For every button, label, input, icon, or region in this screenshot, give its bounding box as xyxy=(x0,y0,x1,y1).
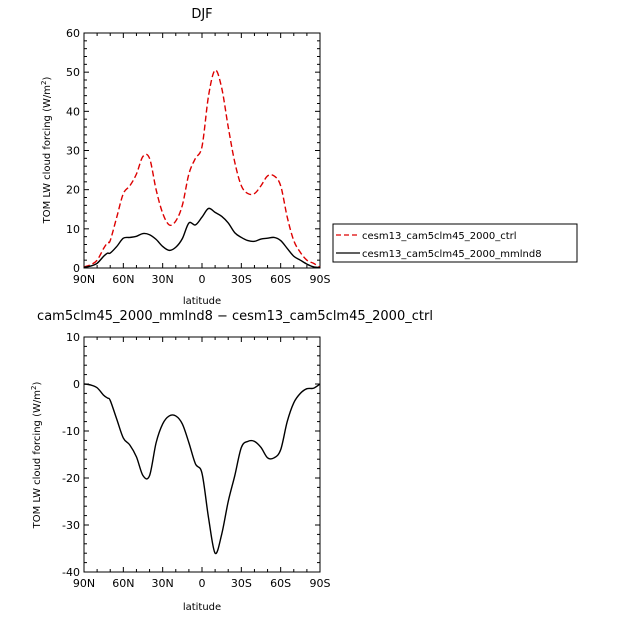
bottom-x-tick-label: 30S xyxy=(231,577,252,590)
ctrl-line xyxy=(83,69,321,268)
bottom-x-tick-label: 90N xyxy=(73,577,95,590)
bottom-x-tick-label: 30N xyxy=(152,577,174,590)
top-x-tick-label: 60S xyxy=(270,273,291,286)
bottom-y-axis-label: TOM LW cloud forcing (W/m2) xyxy=(30,382,43,530)
bottom-y-tick-label: 0 xyxy=(73,378,80,391)
mmlnd8-line xyxy=(83,207,321,269)
top-y-axis-label: TOM LW cloud forcing (W/m2) xyxy=(40,77,53,225)
bottom-series xyxy=(83,383,321,555)
bottom-y-tick-label: 10 xyxy=(66,331,80,344)
bottom-x-axis-label: latitude xyxy=(183,602,221,613)
top-y-tick-label: 0 xyxy=(73,262,80,275)
top-series xyxy=(83,69,321,269)
bottom-panel: cam5clm45_2000_mmlnd8 − cesm13_cam5clm45… xyxy=(30,309,433,613)
top-x-tick-label: 30N xyxy=(152,273,174,286)
top-x-tick-label: 90N xyxy=(73,273,95,286)
bottom-y-tick-label: -10 xyxy=(62,425,80,438)
legend: cesm13_cam5clm45_2000_ctrl cesm13_cam5cl… xyxy=(332,223,578,263)
top-axes: 0 10 20 30 40 50 60 90N 60N 30N 0 30S 60S 90S xyxy=(66,27,331,286)
top-y-tick-label: 20 xyxy=(66,184,80,197)
bottom-x-tick-label: 0 xyxy=(199,577,206,590)
legend-ctrl-label: cesm13_cam5clm45_2000_ctrl xyxy=(362,231,517,242)
bottom-y-tick-label: -30 xyxy=(62,519,80,532)
top-plot-frame xyxy=(83,32,321,269)
top-chart-title: DJF xyxy=(191,7,212,22)
top-y-tick-label: 10 xyxy=(66,223,80,236)
top-y-tick-label: 40 xyxy=(66,105,80,118)
bottom-x-tick-label: 90S xyxy=(310,577,331,590)
difference-line xyxy=(83,383,321,555)
top-x-tick-label: 90S xyxy=(310,273,331,286)
top-y-tick-label: 30 xyxy=(66,145,80,158)
top-y-tick-label: 60 xyxy=(66,27,80,40)
legend-mmlnd8-label: cesm13_cam5clm45_2000_mmlnd8 xyxy=(362,249,542,260)
bottom-x-tick-label: 60S xyxy=(270,577,291,590)
bottom-y-tick-label: -20 xyxy=(62,472,80,485)
top-panel: DJF 0 10 20 30 40 50 60 90N 60N 30N 0 30S 60S 90S lat… xyxy=(40,7,331,307)
top-x-tick-label: 60N xyxy=(112,273,134,286)
top-x-tick-label: 0 xyxy=(199,273,206,286)
top-y-tick-label: 50 xyxy=(66,66,80,79)
top-x-tick-label: 30S xyxy=(231,273,252,286)
top-x-axis-label: latitude xyxy=(183,296,221,307)
bottom-axes: -40 -30 -20 -10 0 10 90N 60N 30N 0 30S 60S 90S xyxy=(62,331,330,590)
bottom-x-tick-label: 60N xyxy=(112,577,134,590)
bottom-y-tick-label: -40 xyxy=(62,566,80,579)
bottom-chart-title: cam5clm45_2000_mmlnd8 − cesm13_cam5clm45… xyxy=(37,309,433,324)
legend-box xyxy=(332,223,578,263)
bottom-plot-frame xyxy=(83,336,321,573)
